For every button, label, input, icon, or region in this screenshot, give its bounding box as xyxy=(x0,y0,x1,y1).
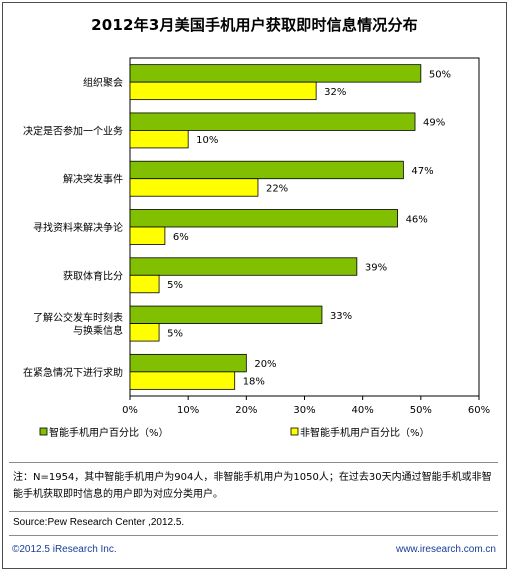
bar-feature-phone xyxy=(129,371,236,390)
bar-feature-phone xyxy=(129,323,160,342)
data-label: 18% xyxy=(243,377,265,388)
bar-smartphone xyxy=(129,160,404,180)
bar-smartphone xyxy=(129,209,398,228)
category-label: 在紧急情况下进行求助 xyxy=(23,366,123,379)
category-label: 解决突发事件 xyxy=(63,173,123,186)
bar-smartphone xyxy=(129,64,422,83)
x-tick-label: 20% xyxy=(235,405,257,416)
x-tick-label: 30% xyxy=(293,405,315,416)
bar-chart: 组织聚会 50% 32% 决定是否参加一个业务 49% 10% 解决突发事件 47% 22% 寻找… xyxy=(23,57,490,439)
data-label: 47% xyxy=(411,166,433,177)
divider xyxy=(9,535,498,536)
legend-swatch-feature-phone xyxy=(290,427,299,436)
legend-swatch-smartphone xyxy=(39,427,48,436)
note-box: 注：N=1954，其中智能手机用户为904人，非智能手机用户为1050人；在过去… xyxy=(9,462,498,512)
x-tick-label: 0% xyxy=(122,405,138,416)
data-label: 5% xyxy=(167,280,183,291)
bar-smartphone xyxy=(129,112,416,131)
note-text: 注：N=1954，其中智能手机用户为904人，非智能手机用户为1050人；在过去… xyxy=(13,472,492,500)
data-label: 50% xyxy=(429,69,451,80)
data-label: 32% xyxy=(324,87,346,98)
chart-title: 2012年3月美国手机用户获取即时信息情况分布 xyxy=(91,16,418,34)
category-label: 寻找资料来解决争论 xyxy=(33,221,123,234)
data-label: 49% xyxy=(423,118,445,129)
bar-feature-phone xyxy=(129,226,166,245)
data-label: 6% xyxy=(173,232,189,243)
x-tick-label: 40% xyxy=(352,405,374,416)
category-label: 决定是否参加一个业务 xyxy=(23,124,123,137)
bar-feature-phone xyxy=(129,130,189,149)
category-label: 组织聚会 xyxy=(83,76,123,89)
category-label: 获取体育比分 xyxy=(63,269,123,282)
bar-smartphone xyxy=(129,305,323,324)
source-text: Source:Pew Research Center ,2012.5. xyxy=(13,517,185,528)
x-tick-label: 10% xyxy=(177,405,199,416)
bar-smartphone xyxy=(129,257,358,276)
category-label: 与换乘信息 xyxy=(73,324,123,337)
data-label: 22% xyxy=(266,183,288,194)
bar-feature-phone xyxy=(129,178,259,197)
bar-feature-phone xyxy=(129,81,317,101)
legend-label-feature-phone: 非智能手机用户百分比（%） xyxy=(300,426,430,439)
data-label: 20% xyxy=(254,359,276,370)
category-label: 了解公交发车时刻表 xyxy=(33,311,123,324)
x-tick-label: 60% xyxy=(468,405,490,416)
bar-smartphone xyxy=(129,353,247,373)
data-label: 39% xyxy=(365,263,387,274)
data-label: 5% xyxy=(167,328,183,339)
x-tick-label: 50% xyxy=(410,405,432,416)
bar-feature-phone xyxy=(129,274,160,294)
copyright-text: ©2012.5 iResearch Inc. xyxy=(12,544,117,555)
data-label: 10% xyxy=(196,135,218,146)
data-label: 46% xyxy=(406,214,428,225)
legend-label-smartphone: 智能手机用户百分比（%） xyxy=(49,426,169,439)
website-link[interactable]: www.iresearch.com.cn xyxy=(395,544,496,555)
data-label: 33% xyxy=(330,311,352,322)
